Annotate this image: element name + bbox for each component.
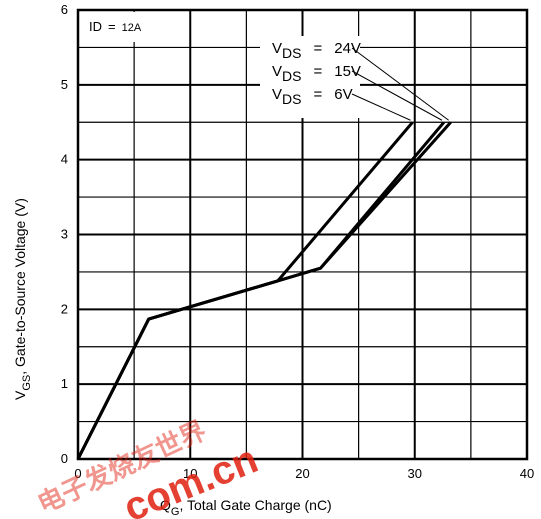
leader-line-15V [351, 70, 443, 121]
x-tick-label: 40 [520, 466, 534, 481]
y-tick-labels: 0 1 2 3 4 5 6 [61, 2, 68, 466]
series-group [76, 121, 452, 460]
x-tick-label: 20 [295, 466, 309, 481]
leader-line-6V [351, 93, 411, 121]
x-tick-label: 0 [74, 466, 81, 481]
x-tick-labels: 0 10 20 30 40 [74, 466, 534, 481]
series-line-15V [76, 121, 446, 460]
plot-frame [76, 8, 529, 461]
leader-line-24V [351, 47, 449, 121]
y-tick-label: 1 [61, 376, 68, 391]
y-tick-label: 4 [61, 152, 68, 167]
x-axis-label: QG, Total Gate Charge (nC) [160, 497, 332, 518]
y-axis-label: VGS, Gate-to-Source Voltage (V) [12, 198, 33, 400]
x-tick-label: 30 [408, 466, 422, 481]
y-tick-label: 3 [61, 227, 68, 242]
condition-box [80, 12, 175, 42]
legend-entry-6V: VDS = 6V [272, 86, 353, 107]
legend-leader-lines [351, 47, 449, 121]
condition-label: ID = 12A [89, 19, 142, 34]
series-line-6V [76, 121, 414, 460]
y-tick-label: 2 [61, 301, 68, 316]
legend-box [260, 36, 360, 118]
y-tick-label: 6 [61, 2, 68, 17]
legend-entry-15V: VDS = 15V [272, 63, 361, 84]
x-tick-label: 10 [183, 466, 197, 481]
y-tick-label: 5 [61, 77, 68, 92]
legend-entry-24V: VDS = 24V [272, 40, 361, 61]
y-tick-label: 0 [61, 451, 68, 466]
